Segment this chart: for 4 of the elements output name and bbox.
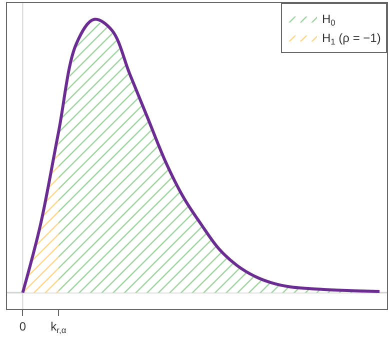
legend-label: H$_{0}$ [322,12,336,28]
x-tick-label: 0 [19,319,26,334]
x-tick-label: k$_{r,α}$ [50,319,66,335]
legend-label: H$_{1}$ (ρ = −1) [322,31,381,47]
